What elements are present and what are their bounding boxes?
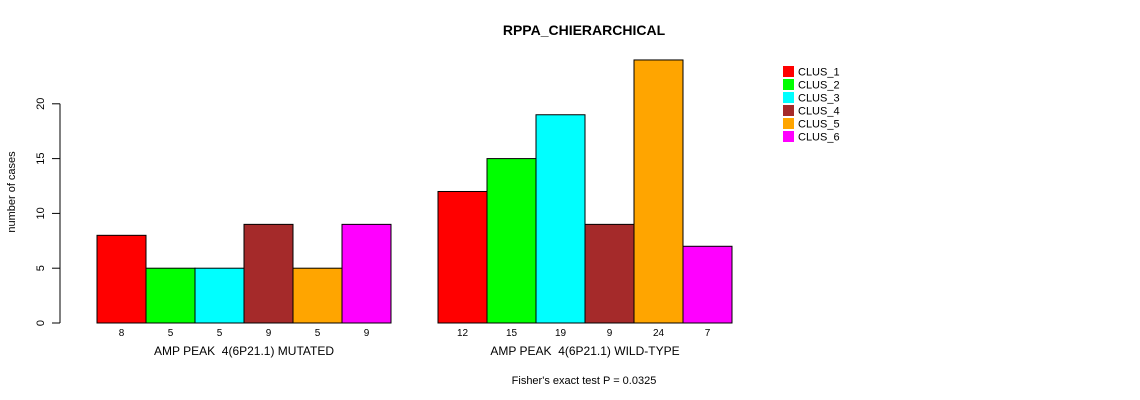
legend-label: CLUS_2: [798, 80, 840, 92]
bar-clus-4: [243, 223, 294, 324]
bar-clus-3: [535, 114, 586, 324]
y-tick-label: 5: [35, 265, 47, 271]
y-tick-label: 10: [35, 207, 47, 219]
legend-swatch: [783, 79, 794, 90]
bar-count-label: 9: [364, 328, 370, 339]
y-tick-label: 15: [35, 152, 47, 164]
bar-clus-2: [486, 158, 537, 324]
bar-clus-6: [341, 223, 392, 324]
bar-count-label: 9: [607, 328, 613, 339]
bar-count-label: 7: [705, 328, 711, 339]
bar-count-label: 8: [119, 328, 125, 339]
bar-count-label: 5: [217, 328, 223, 339]
group-label: AMP PEAK 4(6P21.1) WILD-TYPE: [490, 344, 679, 358]
bar-count-label: 5: [168, 328, 174, 339]
bar-clus-5: [292, 267, 343, 324]
bar-clus-4: [584, 223, 635, 324]
bar-count-label: 19: [555, 328, 567, 339]
legend-label: CLUS_1: [798, 67, 840, 79]
legend-label: CLUS_3: [798, 93, 840, 105]
bars: 8 5 5 9 5 9 AMP PEAK 4(6P21.1) MUTATED 12 15 19 9 2…: [96, 59, 733, 358]
bar-count-label: 9: [266, 328, 272, 339]
bar-count-label: 15: [506, 328, 518, 339]
legend-swatch: [783, 118, 794, 129]
bar-clus-1: [96, 234, 147, 324]
bar-clus-2: [145, 267, 196, 324]
legend-swatch: [783, 92, 794, 103]
bar-clus-5: [633, 59, 684, 324]
legend-swatch: [783, 131, 794, 142]
bar-count-label: 12: [457, 328, 469, 339]
bar-count-label: 5: [315, 328, 321, 339]
legend-swatch: [783, 66, 794, 77]
bar-count-label: 24: [653, 328, 665, 339]
y-tick-label: 0: [35, 320, 47, 326]
fisher-test-footnote: Fisher's exact test P = 0.0325: [512, 375, 657, 387]
bar-clus-6: [682, 245, 733, 324]
y-axis: 0 5 10 15 20: [35, 98, 61, 326]
bar-clus-3: [194, 267, 245, 324]
legend-label: CLUS_4: [798, 106, 840, 118]
bar-clus-1: [437, 190, 488, 324]
chart-title: RPPA_CHIERARCHICAL: [503, 22, 666, 38]
y-axis-label: number of cases: [6, 151, 18, 233]
legend-swatch: [783, 105, 794, 116]
y-tick-label: 20: [35, 98, 47, 110]
legend-label: CLUS_5: [798, 119, 840, 131]
group-label: AMP PEAK 4(6P21.1) MUTATED: [154, 344, 334, 358]
legend-label: CLUS_6: [798, 132, 840, 144]
